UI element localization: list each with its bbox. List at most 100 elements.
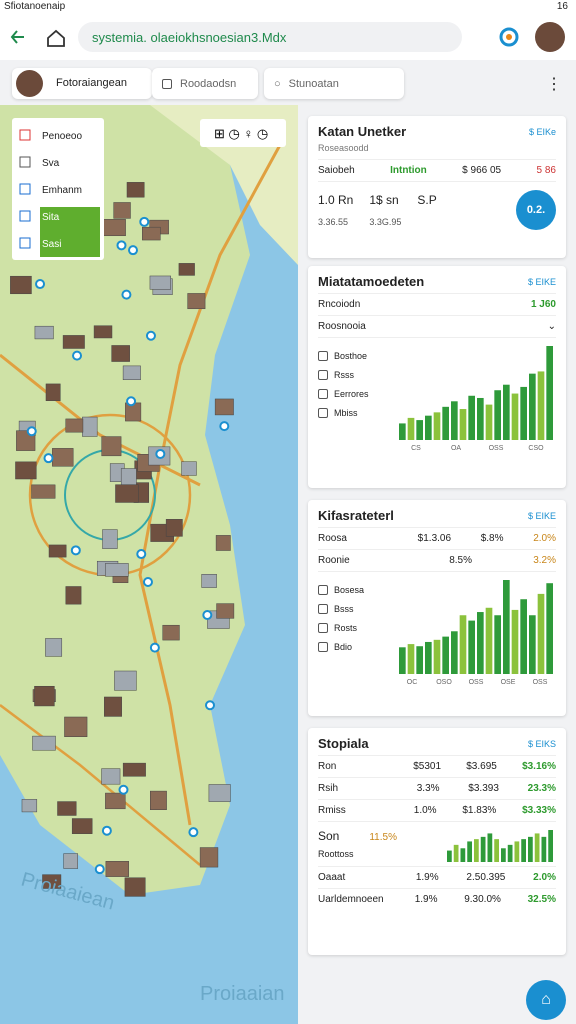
house — [214, 398, 234, 416]
extension-icon[interactable] — [498, 26, 520, 48]
tab[interactable]: Fotoraiangean — [12, 68, 152, 99]
card-header: Stopiala $ EIKS — [318, 736, 556, 751]
cell: $3.33% — [522, 805, 556, 816]
card-link[interactable]: $ EIKe — [528, 126, 556, 137]
house — [208, 784, 231, 802]
card-header: Katan Unetker $ EIKe — [318, 124, 556, 139]
list-label: Rsss — [334, 370, 354, 380]
url-field[interactable]: systemia. olaeiokhsnoesian3.Mdx — [78, 22, 462, 52]
house — [115, 484, 139, 503]
house — [104, 696, 122, 717]
map-pin — [205, 700, 216, 711]
card: Stopiala $ EIKS Ron $5301 $3.695 $3.16% Rsih 3.… — [308, 728, 566, 955]
bar-chart — [447, 830, 553, 862]
menu-icon[interactable]: ⋮ — [546, 76, 562, 93]
cell: Roosa — [318, 533, 347, 544]
card-link[interactable]: $ EIKE — [527, 510, 556, 521]
bar — [453, 844, 459, 862]
bar-chart: OC OSO OSS OSE OSS — [399, 580, 553, 686]
bar — [520, 599, 527, 674]
bar — [541, 836, 547, 862]
cell: Uarldemnoeen — [318, 894, 384, 905]
bar — [474, 839, 479, 862]
house — [34, 685, 55, 707]
map[interactable]: ⊞ ◷ ♀ ◷ PenoeooSvaEmhanmSitaSasiProiaaie… — [0, 105, 298, 1024]
highlight-value: 11.5% — [369, 832, 397, 843]
bar — [511, 393, 519, 440]
tab[interactable]: Roodaodsn — [152, 68, 258, 99]
legend-swatch — [19, 183, 31, 195]
list-item: Rosts — [318, 623, 388, 633]
stats: 1.0 Rn 3.36.55 1$ sn 3.3G.95 S.P — [318, 193, 437, 227]
bar — [451, 401, 458, 440]
house — [150, 790, 167, 810]
item-row: Rncoiodn 1 J60 — [318, 293, 556, 315]
stat: 1.0 Rn 3.36.55 — [318, 193, 353, 227]
cell: Roonie — [318, 555, 350, 566]
avatar[interactable] — [535, 22, 565, 52]
tab-avatar — [16, 70, 43, 97]
card-title: Katan Unetker — [318, 124, 407, 139]
cell: 23.3% — [527, 783, 556, 794]
house — [142, 226, 161, 241]
bar — [433, 412, 441, 440]
list-label: Bsss — [334, 604, 354, 614]
summary-cell: Saiobeh — [318, 165, 355, 176]
bar — [494, 839, 499, 862]
bar — [442, 636, 449, 674]
chart-label: OSS — [469, 679, 484, 686]
legend-swatch — [19, 129, 31, 141]
item-label: Rncoiodn — [318, 299, 361, 310]
map-pin — [70, 545, 81, 556]
list-icon — [318, 408, 328, 418]
list-chart: Bosesa Bsss Rosts Bdio OC OSO OSS OSE OSS — [318, 571, 556, 686]
card-title: Kifasrateterl — [318, 508, 394, 523]
tab[interactable]: ○ Stunoatan — [264, 68, 404, 99]
map-pin — [142, 576, 153, 587]
legend-label: Sva — [42, 158, 60, 169]
list-icon — [318, 642, 328, 652]
bar — [407, 644, 415, 674]
list-label: Eerrores — [334, 389, 369, 399]
summary-cell: 5 86 — [536, 165, 556, 176]
card-link[interactable]: $ EIKS — [527, 738, 556, 749]
list-item: Bsss — [318, 604, 388, 614]
map-pin — [118, 784, 129, 795]
house — [62, 335, 85, 349]
list-icon — [318, 370, 328, 380]
bar — [521, 839, 526, 862]
table-row: Rsih 3.3% $3.393 23.3% — [318, 777, 556, 799]
tab-label: Stunoatan — [288, 77, 339, 90]
bar — [487, 833, 493, 862]
cell: Rmiss — [318, 805, 346, 816]
badge: 0.2. — [516, 190, 556, 230]
list-label: Bosthoe — [334, 351, 368, 361]
dropdown[interactable]: Roosnooia ⌄ — [318, 315, 556, 337]
card-link[interactable]: $ EIKE — [527, 276, 556, 287]
fab[interactable]: ⌂ — [526, 980, 566, 1020]
map-pin — [188, 827, 199, 838]
house — [101, 768, 121, 785]
bar — [494, 615, 501, 674]
list-item: Eerrores — [318, 389, 388, 399]
bar — [485, 607, 493, 674]
card: Katan Unetker $ EIKe Roseasoodd Saiobeh Intn… — [308, 116, 566, 258]
highlight: Son 11.5% Roottoss — [318, 821, 556, 866]
legend-swatch — [19, 210, 31, 222]
house — [178, 263, 195, 276]
legend-swatch — [19, 156, 31, 168]
map-label: Proiaaian — [200, 983, 285, 1005]
bar — [407, 417, 415, 440]
house — [65, 586, 82, 605]
house — [42, 874, 62, 889]
nav-icons[interactable] — [10, 26, 70, 48]
chart-label: OSO — [436, 679, 452, 686]
list-label: Bosesa — [334, 585, 365, 595]
list-icon — [318, 585, 328, 595]
table-row: Roosa $1.3.06 $.8% 2.0% — [318, 527, 556, 549]
list-icon — [318, 604, 328, 614]
cell: Ron — [318, 761, 337, 772]
map-pin — [26, 426, 37, 437]
house — [31, 484, 56, 499]
